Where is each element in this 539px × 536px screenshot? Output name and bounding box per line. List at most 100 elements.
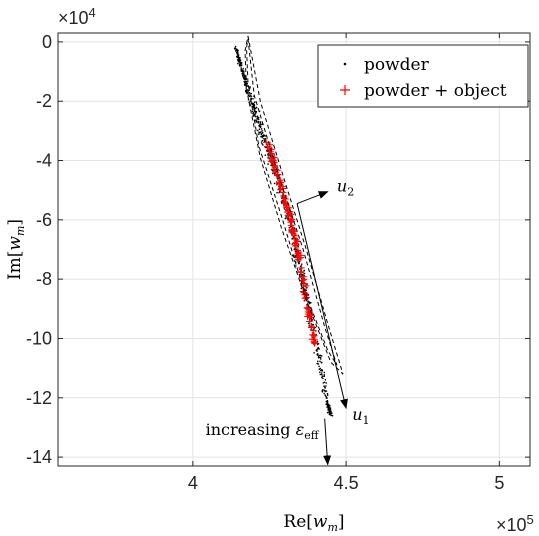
powder-point: [258, 125, 260, 127]
powder-point: [255, 106, 258, 109]
powder-point: [236, 49, 238, 51]
powder-point: [328, 407, 331, 410]
x-axis-label: Re[wm]: [283, 512, 344, 531]
powder-point: [320, 358, 322, 360]
powder-point: [254, 112, 257, 115]
powder-point: [322, 377, 324, 380]
powder-point: [247, 90, 250, 92]
powder-point: [310, 319, 313, 321]
powder-point: [241, 73, 244, 75]
powder-point: [329, 408, 332, 411]
powder-point: [291, 254, 294, 257]
powder-point: [316, 340, 319, 343]
x-tick-label: 4: [188, 473, 198, 493]
powder-point: [239, 63, 241, 65]
powder-point: [257, 121, 259, 123]
powder-object-point: [299, 277, 306, 284]
powder-point: [250, 92, 253, 95]
powder-point: [243, 80, 245, 83]
powder-point: [324, 390, 327, 393]
powder-point: [320, 373, 323, 376]
powder-point: [258, 128, 261, 130]
powder-point: [264, 154, 267, 156]
powder-point: [263, 134, 266, 137]
powder-point: [324, 394, 327, 396]
powder-point: [327, 405, 329, 408]
y-tick-label: 0: [42, 32, 52, 52]
x-tick-label: 4.5: [334, 473, 359, 493]
powder-object-point: [274, 171, 282, 178]
ellipse-inner: [245, 38, 338, 366]
powder-point: [284, 217, 287, 220]
powder-point: [323, 374, 326, 376]
powder-point: [303, 272, 306, 275]
powder-point: [261, 139, 264, 142]
powder-point: [253, 109, 256, 111]
powder-point: [314, 326, 317, 329]
powder-point: [313, 352, 315, 354]
powder-object-point: [300, 273, 307, 280]
powder-point: [240, 64, 243, 67]
powder-object-point: [308, 336, 316, 343]
powder-point: [237, 62, 239, 65]
powder-point: [329, 410, 331, 413]
powder-point: [316, 343, 319, 346]
powder-point: [241, 74, 244, 77]
powder-point: [240, 67, 242, 69]
legend-marker-powder: [343, 62, 347, 66]
powder-point: [246, 85, 249, 87]
powder-point: [284, 211, 286, 213]
powder-object-point: [311, 339, 318, 347]
powder-point: [318, 365, 320, 368]
powder-object-point: [304, 310, 312, 318]
powder-point: [317, 360, 319, 363]
powder-point: [247, 94, 250, 97]
y-multiplier: ×104: [58, 5, 96, 28]
powder-point: [239, 65, 241, 67]
powder-point: [326, 397, 328, 399]
legend-label-powder-object: powder + object: [364, 81, 507, 101]
powder-point: [293, 227, 296, 229]
powder-object-point: [304, 305, 311, 312]
powder-point: [316, 353, 319, 355]
powder-point: [329, 413, 332, 415]
powder-point: [243, 83, 246, 85]
powder-point: [238, 59, 241, 62]
powder-point: [326, 394, 329, 396]
powder-point: [298, 262, 300, 265]
powder-point: [249, 86, 251, 88]
powder-point: [323, 392, 325, 395]
powder-point: [242, 67, 244, 70]
powder-point: [243, 75, 246, 78]
powder-point: [251, 110, 254, 112]
powder-point: [243, 70, 245, 72]
powder-point: [246, 82, 249, 85]
powder-point: [288, 226, 291, 229]
legend: powder powder + object: [317, 44, 529, 108]
powder-point: [240, 63, 243, 65]
powder-point: [270, 164, 272, 167]
powder-point: [259, 123, 261, 126]
powder-point: [278, 187, 280, 190]
powder-point: [237, 61, 240, 63]
arrow-label-3: increasing εeff: [206, 420, 320, 442]
powder-point: [321, 376, 323, 379]
powder-point: [241, 69, 244, 72]
powder-point: [323, 389, 326, 392]
powder-object-point: [292, 236, 300, 244]
powder-point: [257, 133, 260, 135]
powder-point: [253, 101, 256, 103]
powder-point: [285, 216, 287, 218]
powder-point: [236, 52, 239, 54]
powder-point: [319, 356, 322, 359]
powder-point: [247, 93, 249, 95]
arrow-1: [296, 191, 329, 204]
powder-point: [319, 373, 322, 376]
powder-point: [322, 389, 324, 391]
powder-point: [234, 48, 237, 50]
powder-object-point: [291, 242, 299, 250]
legend-box: [317, 44, 529, 108]
powder-object-point: [294, 238, 301, 245]
powder-point: [273, 182, 276, 185]
axes-box: [57, 32, 531, 467]
